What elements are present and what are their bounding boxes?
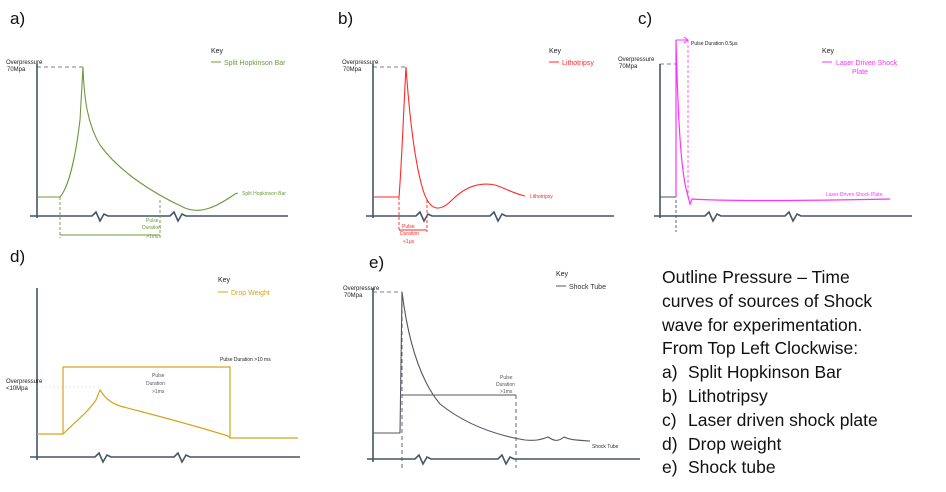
caption-item-a: a) Split Hopkinson Bar xyxy=(662,361,946,385)
panel-d-x-axis xyxy=(30,451,300,464)
panel-c: c) Overpressure 70Mpa Pulse Duration 0.5… xyxy=(618,9,912,232)
panel-d-pulse-box xyxy=(62,366,231,438)
panel-a-x-axis xyxy=(30,210,288,223)
panel-b-overpressure-value: 70Mpa xyxy=(343,67,362,73)
panel-e-curve-label: Shock Tube xyxy=(592,444,619,450)
panel-b-pulse-label-1: Pulse xyxy=(402,224,415,230)
panel-b-pressure-curve xyxy=(373,66,526,209)
panel-b-curve-label: Lithotripsy xyxy=(530,194,553,200)
panel-a-letter: a) xyxy=(10,9,25,28)
panel-b-key-title: Key xyxy=(549,48,562,55)
panel-b-overpressure-label: Overpressure xyxy=(342,60,379,66)
panel-e-pulse-label-1: Pulse xyxy=(500,375,513,381)
caption-item-text: Laser driven shock plate xyxy=(688,409,878,430)
panel-c-x-axis xyxy=(654,210,912,223)
panel-d-overpressure-value: <10Mpa xyxy=(6,386,29,392)
panel-b-key-entry: Lithotripsy xyxy=(562,60,594,67)
panel-b-x-axis xyxy=(366,210,614,223)
caption-item-label: e) xyxy=(662,457,678,478)
panel-a-curve-label: Split Hopkinson Bar xyxy=(242,191,286,197)
panel-e-pulse-label-3: >1ms xyxy=(500,389,513,395)
panel-b-pulse-label-2: Duration xyxy=(400,231,419,237)
panel-c-pulse-arrow xyxy=(676,36,689,44)
panel-c-key-entry-2: Plate xyxy=(852,69,868,76)
panel-a-pressure-curve xyxy=(37,66,239,211)
caption-line-2: curves of sources of Shock xyxy=(662,290,873,311)
panel-d-pulse-label-1: Pulse xyxy=(152,373,165,379)
panel-e-overpressure-label: Overpressure xyxy=(343,286,380,292)
panel-d-pulse-label-2: Duration xyxy=(146,381,165,387)
caption-item-text: Split Hopkinson Bar xyxy=(688,362,842,383)
caption-item-d: d) Drop weight xyxy=(662,433,946,457)
caption-item-label: c) xyxy=(662,409,677,430)
panel-e-key-entry: Shock Tube xyxy=(569,284,606,291)
panel-e-letter: e) xyxy=(369,253,384,272)
panel-b-pulse-label-3: <1μs xyxy=(403,239,415,245)
caption-item-label: d) xyxy=(662,433,678,454)
caption-line-4: From Top Left Clockwise: xyxy=(662,338,859,359)
panel-a-overpressure-value: 70Mpa xyxy=(7,67,26,73)
panel-c-curve-label: Laser Driven Shock Plate xyxy=(826,192,883,198)
panel-e-pulse-label-2: Duration xyxy=(496,382,515,388)
panel-c-overpressure-label: Overpressure xyxy=(618,57,655,63)
panel-d-letter: d) xyxy=(10,247,25,266)
panel-d-key-title: Key xyxy=(218,277,231,284)
panel-e-x-axis xyxy=(367,453,640,466)
panel-a-pulse-label-3: >1ms xyxy=(146,234,159,240)
panel-c-pulse-label: Pulse Duration 0.5μs xyxy=(691,41,738,47)
panel-d-overpressure-label: Overpressure xyxy=(6,379,43,385)
caption-item-label: b) xyxy=(662,385,678,406)
caption-line-1: Outline Pressure – Time xyxy=(662,267,850,287)
caption: Outline Pressure – Time curves of source… xyxy=(662,266,946,480)
panel-c-key-title: Key xyxy=(822,48,835,55)
panel-a: a) Overpressure 70Mpa Pulse Duration >1m… xyxy=(6,9,288,240)
caption-item-label: a) xyxy=(662,362,678,383)
panel-d: d) Overpressure <10Mpa Pulse Duration >1… xyxy=(6,247,300,464)
panel-d-pulse-label-top: Pulse Duration >10 ms xyxy=(220,357,271,363)
panel-a-pulse-label-1: Pulse xyxy=(146,218,159,224)
panel-c-key-entry-1: Laser Driven Shock xyxy=(836,60,898,67)
caption-item-text: Shock tube xyxy=(688,457,776,478)
caption-item-c: c) Laser driven shock plate xyxy=(662,409,946,433)
panel-b: b) Overpressure 70Mpa Pulse Duration <1μ… xyxy=(338,9,614,245)
panel-a-overpressure-label: Overpressure xyxy=(6,60,43,66)
panel-a-key-entry: Split Hopkinson Bar xyxy=(224,60,286,67)
panel-d-pressure-curve xyxy=(37,388,298,439)
caption-item-text: Lithotripsy xyxy=(688,385,768,406)
panel-d-key-entry: Drop Weight xyxy=(231,290,270,297)
panel-c-pressure-curve xyxy=(675,39,891,206)
panel-d-pulse-label-3: >1ms xyxy=(152,389,165,395)
panel-a-key-title: Key xyxy=(211,48,224,55)
panel-c-overpressure-value: 70Mpa xyxy=(619,64,638,70)
panel-e-overpressure-value: 70Mpa xyxy=(344,293,363,299)
panel-e-pressure-curve xyxy=(373,291,591,442)
panel-b-letter: b) xyxy=(338,9,353,28)
panel-e-key-title: Key xyxy=(556,271,569,278)
caption-line-3: wave for experimentation. xyxy=(662,314,863,335)
panel-a-pulse-label-2: Duration xyxy=(142,225,161,231)
panel-c-letter: c) xyxy=(638,9,652,28)
caption-item-text: Drop weight xyxy=(688,433,782,454)
caption-item-b: b) Lithotripsy xyxy=(662,385,946,409)
panel-e: e) Overpressure 70Mpa Pulse Duration >1m… xyxy=(343,253,640,470)
caption-item-e: e) Shock tube xyxy=(662,456,946,480)
